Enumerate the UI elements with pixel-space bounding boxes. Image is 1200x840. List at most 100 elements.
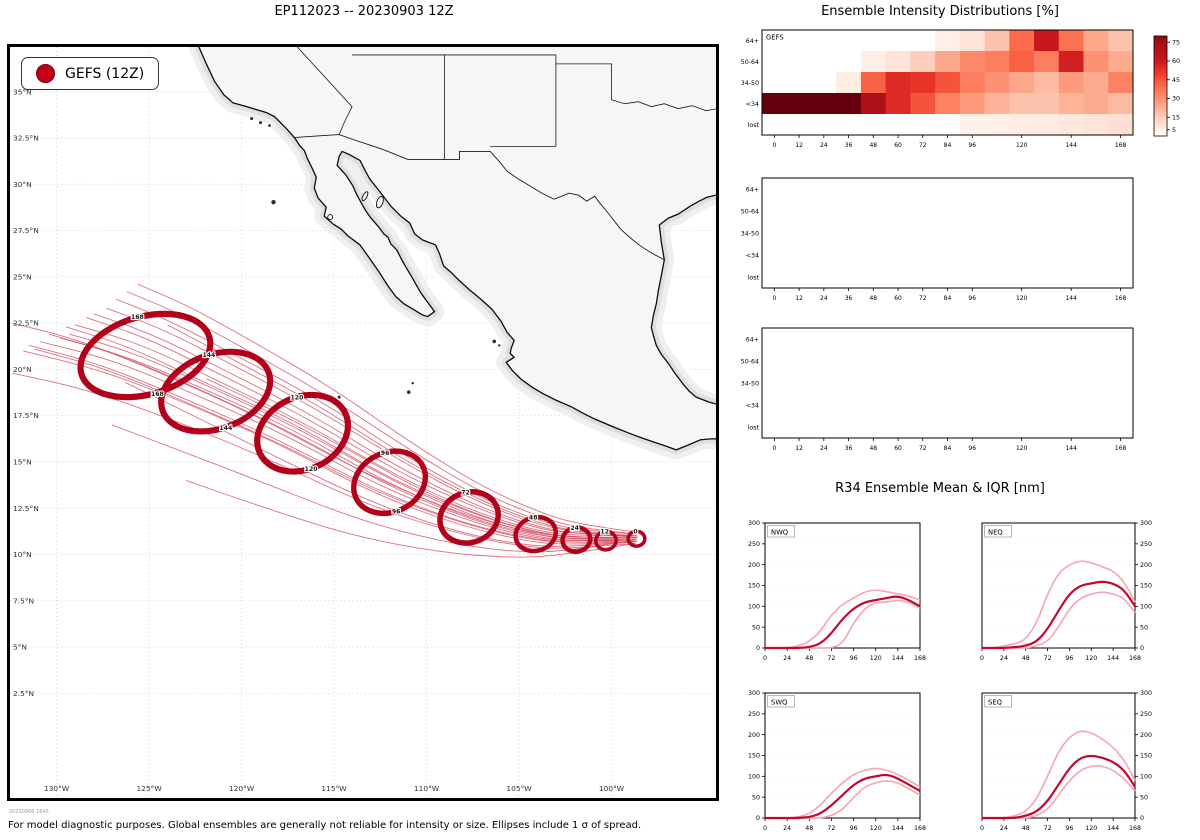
svg-text:200: 200 bbox=[748, 562, 760, 569]
svg-text:168: 168 bbox=[151, 391, 164, 398]
svg-text:0: 0 bbox=[756, 645, 760, 652]
intensity-heatmap-empty-1: 64+ 50-64 34-50 <34 lost 0 12 24 36 48 60 72 84 96 120… bbox=[741, 177, 1134, 302]
svg-text:72: 72 bbox=[1044, 655, 1052, 662]
svg-text:SEQ: SEQ bbox=[988, 698, 1002, 706]
track-map-panel: 0 12 24 48 72 96 96 120 120 144 144 168 168 130°W 125°… bbox=[7, 44, 719, 801]
svg-text:50: 50 bbox=[1140, 624, 1148, 631]
svg-text:144: 144 bbox=[202, 352, 215, 359]
svg-text:250: 250 bbox=[748, 711, 760, 718]
svg-text:168: 168 bbox=[1115, 445, 1127, 452]
svg-text:48: 48 bbox=[869, 445, 877, 452]
svg-text:64+: 64+ bbox=[746, 186, 759, 193]
svg-text:250: 250 bbox=[1140, 541, 1152, 548]
svg-text:105°W: 105°W bbox=[506, 784, 532, 793]
svg-text:120: 120 bbox=[1016, 142, 1028, 149]
svg-text:36: 36 bbox=[845, 445, 853, 452]
svg-text:0: 0 bbox=[633, 529, 637, 536]
svg-text:SWQ: SWQ bbox=[771, 698, 787, 706]
svg-text:12: 12 bbox=[795, 142, 803, 149]
svg-text:300: 300 bbox=[748, 690, 760, 697]
svg-text:24: 24 bbox=[783, 825, 791, 832]
svg-text:0: 0 bbox=[1140, 645, 1144, 652]
svg-text:34-50: 34-50 bbox=[741, 80, 759, 87]
svg-text:0: 0 bbox=[772, 142, 776, 149]
svg-text:0: 0 bbox=[772, 445, 776, 452]
svg-text:120: 120 bbox=[291, 394, 304, 401]
svg-text:96: 96 bbox=[850, 655, 858, 662]
svg-text:115°W: 115°W bbox=[321, 784, 347, 793]
intensity-title: Ensemble Intensity Distributions [%] bbox=[821, 4, 1059, 19]
svg-text:50-64: 50-64 bbox=[741, 59, 759, 66]
svg-text:96: 96 bbox=[968, 445, 976, 452]
svg-text:30: 30 bbox=[1172, 96, 1180, 103]
svg-text:50-64: 50-64 bbox=[741, 208, 759, 215]
intensity-colorbar: 75 60 45 30 15 5 bbox=[1153, 35, 1180, 137]
svg-text:36: 36 bbox=[845, 295, 853, 302]
svg-text:130°W: 130°W bbox=[44, 784, 70, 793]
svg-text:0: 0 bbox=[1140, 815, 1144, 822]
svg-text:96: 96 bbox=[968, 142, 976, 149]
svg-text:100: 100 bbox=[748, 774, 760, 781]
footer-note: For model diagnostic purposes. Global en… bbox=[8, 820, 642, 831]
svg-text:lost: lost bbox=[748, 274, 760, 281]
svg-text:100°W: 100°W bbox=[599, 784, 625, 793]
svg-text:168: 168 bbox=[131, 314, 144, 321]
svg-text:84: 84 bbox=[944, 142, 952, 149]
svg-text:84: 84 bbox=[944, 295, 952, 302]
svg-text:144: 144 bbox=[1065, 142, 1077, 149]
svg-text:50: 50 bbox=[1140, 794, 1148, 801]
svg-text:144: 144 bbox=[219, 425, 232, 432]
svg-text:24: 24 bbox=[1000, 825, 1008, 832]
svg-text:96: 96 bbox=[968, 295, 976, 302]
svg-text:5: 5 bbox=[1172, 127, 1176, 134]
svg-text:48: 48 bbox=[1022, 825, 1030, 832]
svg-text:GEFS: GEFS bbox=[766, 34, 784, 42]
svg-text:48: 48 bbox=[869, 142, 877, 149]
r34-plot-neq: 0 50 100 150 200 250 300 0 24 48 72 96 120 144 168 NEQ bbox=[980, 520, 1152, 662]
svg-text:48: 48 bbox=[869, 295, 877, 302]
svg-text:0: 0 bbox=[763, 825, 767, 832]
svg-text:75: 75 bbox=[1172, 39, 1180, 46]
svg-text:72: 72 bbox=[827, 825, 835, 832]
intensity-heatmap-empty-2: 64+ 50-64 34-50 <34 lost 0 12 24 36 48 60 72 84 96 120… bbox=[741, 327, 1134, 452]
r34-plot-nwq: 0 50 100 150 200 250 300 0 24 48 72 96 120 144 168 NWQ bbox=[748, 520, 926, 662]
svg-text:50: 50 bbox=[752, 794, 760, 801]
svg-text:168: 168 bbox=[914, 655, 926, 662]
gefs-marker-icon bbox=[36, 64, 55, 83]
svg-text:168: 168 bbox=[1115, 142, 1127, 149]
svg-text:125°W: 125°W bbox=[136, 784, 162, 793]
svg-text:300: 300 bbox=[1140, 690, 1152, 697]
svg-text:72: 72 bbox=[919, 295, 927, 302]
svg-text:2.5°N: 2.5°N bbox=[13, 689, 34, 698]
svg-text:96: 96 bbox=[1065, 825, 1073, 832]
svg-text:120: 120 bbox=[305, 466, 318, 473]
svg-text:64+: 64+ bbox=[746, 336, 759, 343]
svg-text:15: 15 bbox=[1172, 114, 1180, 121]
svg-text:64+: 64+ bbox=[746, 38, 759, 45]
svg-text:24: 24 bbox=[783, 655, 791, 662]
svg-text:100: 100 bbox=[1140, 604, 1152, 611]
svg-text:24: 24 bbox=[820, 142, 828, 149]
svg-text:0: 0 bbox=[756, 815, 760, 822]
svg-text:200: 200 bbox=[748, 732, 760, 739]
svg-text:0: 0 bbox=[763, 655, 767, 662]
svg-text:48: 48 bbox=[805, 825, 813, 832]
svg-text:12: 12 bbox=[600, 529, 609, 536]
svg-text:15°N: 15°N bbox=[13, 458, 32, 467]
svg-text:0: 0 bbox=[772, 295, 776, 302]
track-map: 0 12 24 48 72 96 96 120 120 144 144 168 168 130°W 125°… bbox=[10, 47, 716, 798]
svg-text:NWQ: NWQ bbox=[771, 528, 788, 536]
svg-text:144: 144 bbox=[1065, 445, 1077, 452]
svg-text:120°W: 120°W bbox=[229, 784, 255, 793]
svg-text:84: 84 bbox=[944, 445, 952, 452]
svg-text:96: 96 bbox=[381, 450, 390, 457]
svg-text:120: 120 bbox=[1016, 295, 1028, 302]
svg-text:120: 120 bbox=[1016, 445, 1028, 452]
svg-text:30°N: 30°N bbox=[13, 180, 32, 189]
svg-text:48: 48 bbox=[805, 655, 813, 662]
svg-text:72: 72 bbox=[1044, 825, 1052, 832]
svg-text:48: 48 bbox=[1022, 655, 1030, 662]
svg-text:72: 72 bbox=[919, 445, 927, 452]
svg-text:120: 120 bbox=[870, 655, 882, 662]
